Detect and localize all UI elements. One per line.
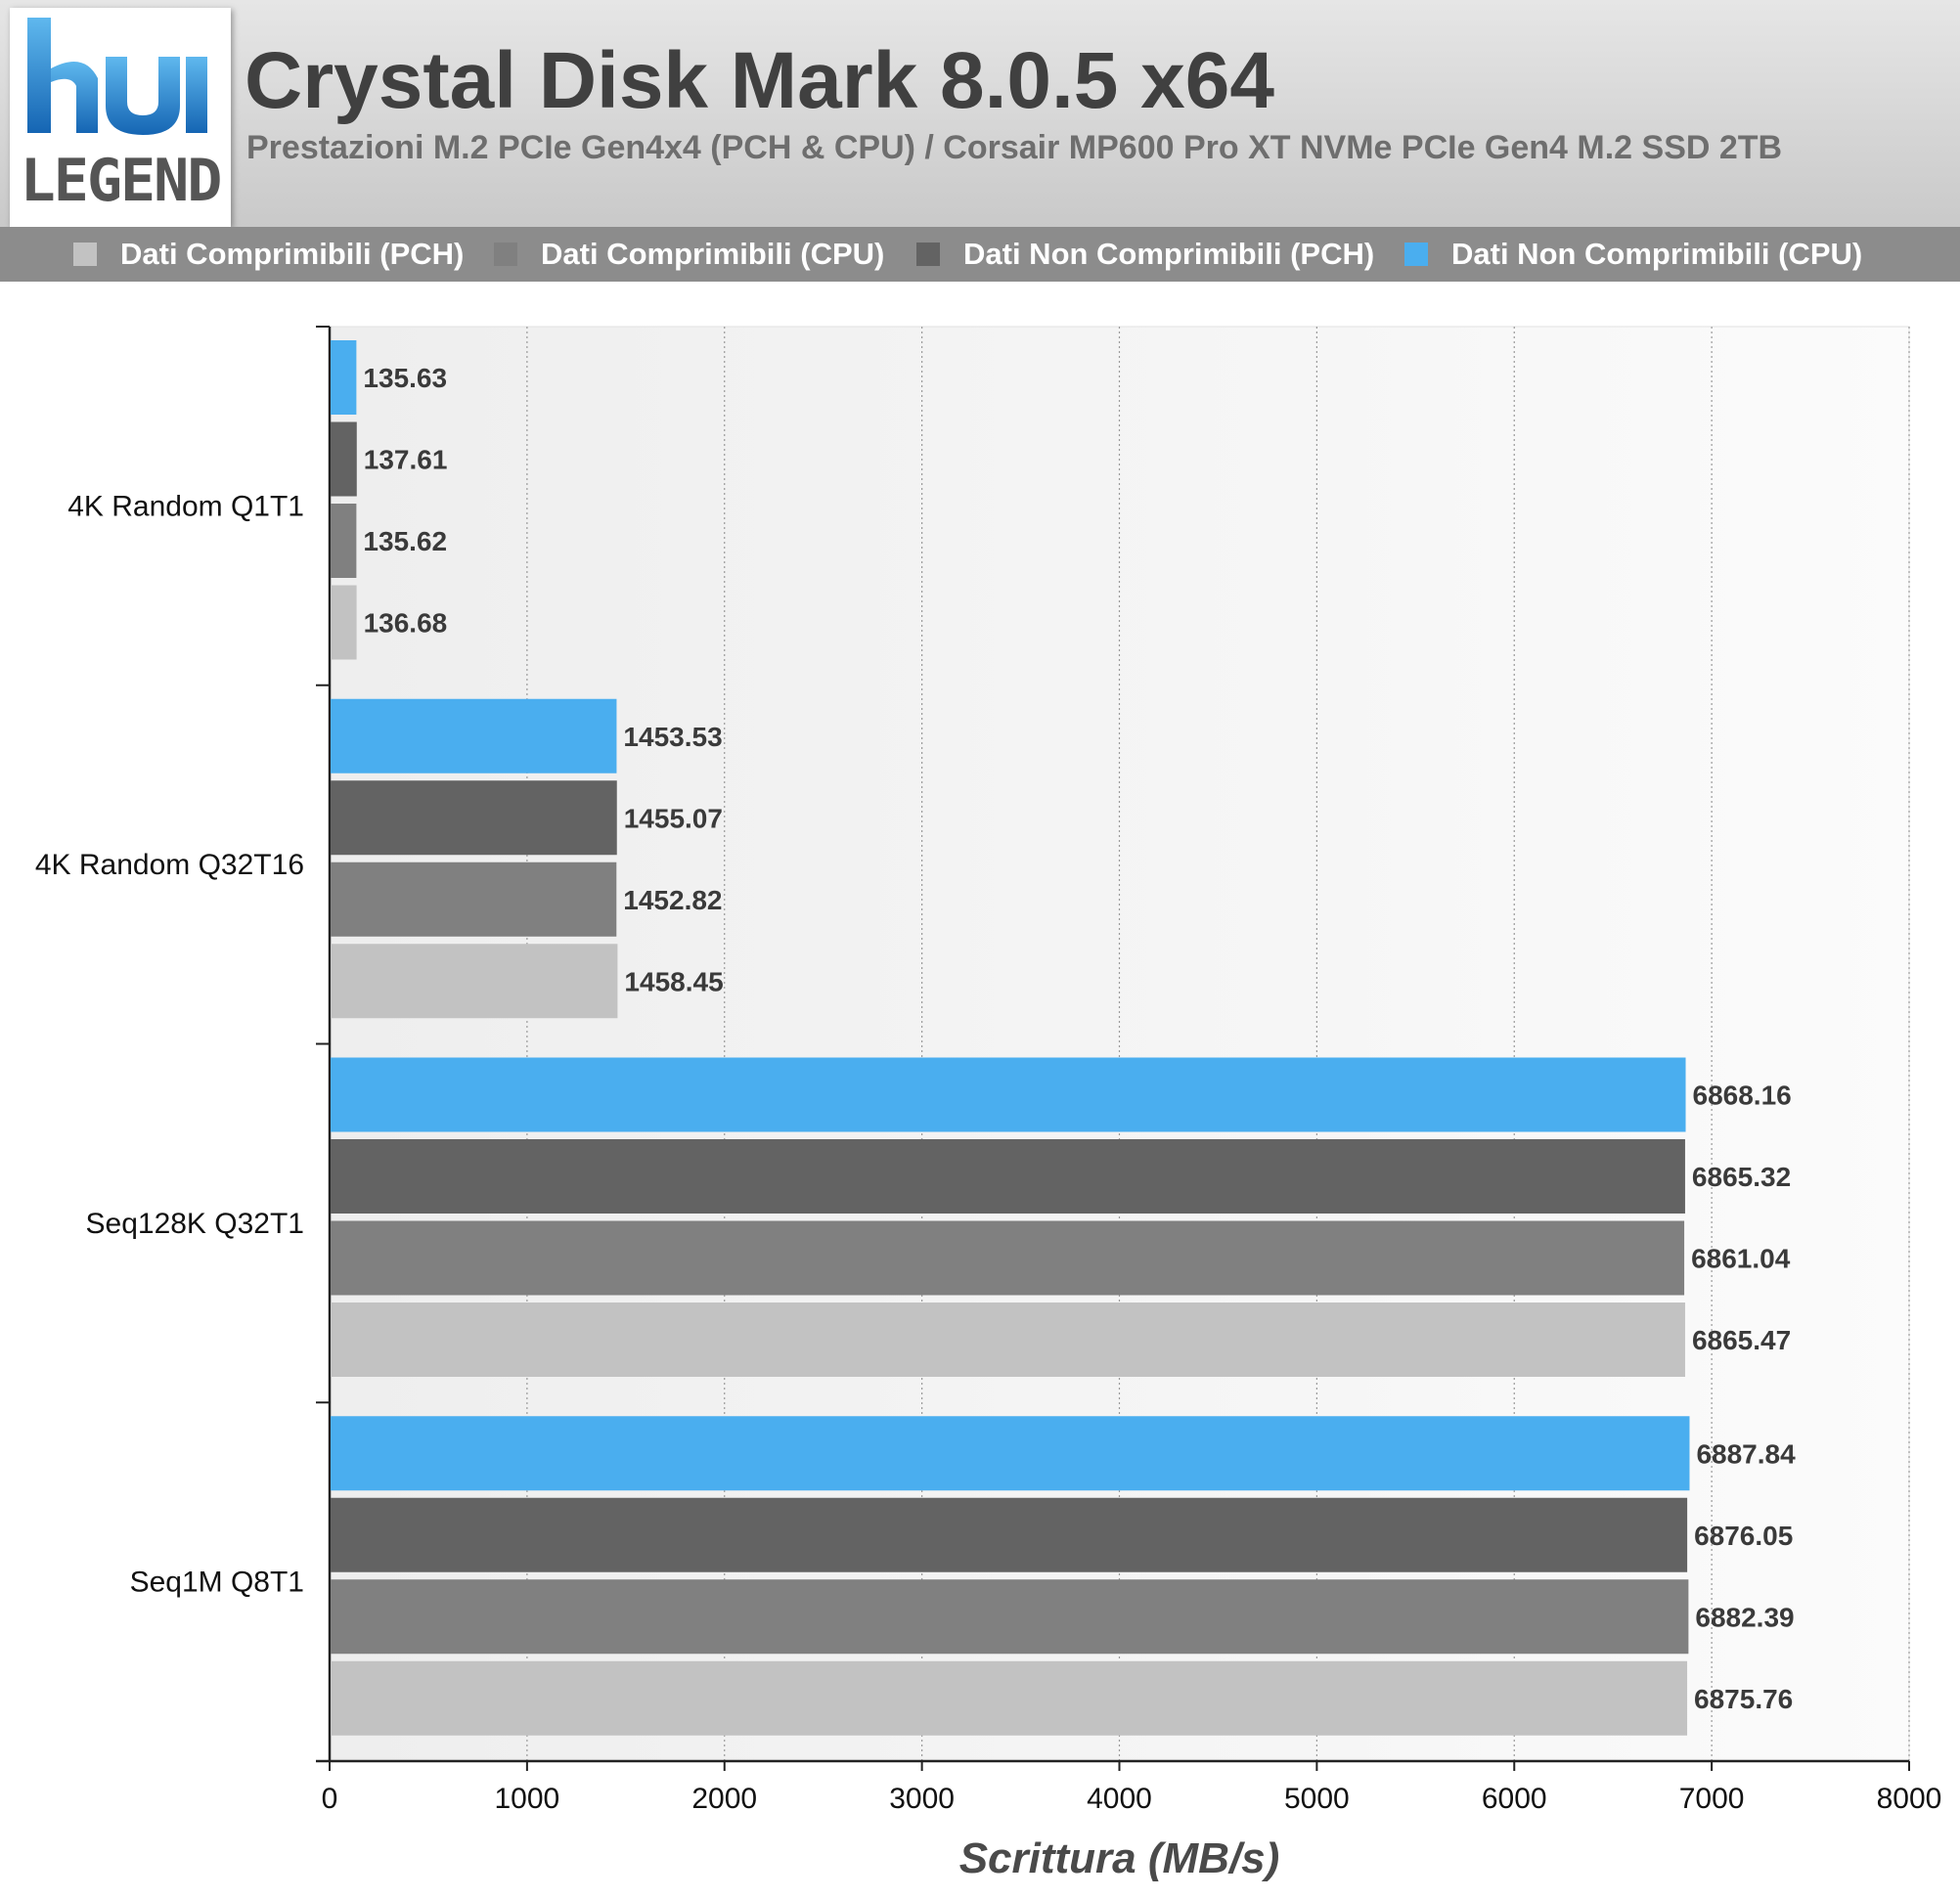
x-tick-label: 7000 [1679, 1783, 1745, 1815]
x-tick-label: 2000 [691, 1783, 757, 1815]
legend-label: Dati Non Comprimibili (CPU) [1451, 237, 1863, 271]
x-tick-label: 3000 [889, 1783, 955, 1815]
legend-swatch [494, 243, 517, 266]
legend-label: Dati Non Comprimibili (PCH) [963, 237, 1375, 271]
x-tick-label: 4000 [1087, 1783, 1152, 1815]
bar-value-label: 6865.47 [1692, 1325, 1791, 1355]
hwlegend-logo: LEGEND [10, 8, 231, 227]
x-tick-label: 0 [322, 1783, 338, 1815]
x-axis-title: Scrittura (MB/s) [959, 1834, 1280, 1882]
category-label: Seq128K Q32T1 [86, 1208, 305, 1240]
x-tick-label: 1000 [495, 1783, 560, 1815]
bar [331, 944, 618, 1019]
bar [331, 1416, 1690, 1491]
legend-item: Dati Comprimibili (CPU) [494, 227, 884, 282]
x-tick-label: 5000 [1284, 1783, 1350, 1815]
chart-legend: Dati Comprimibili (PCH) Dati Comprimibili… [0, 227, 1960, 282]
legend-item: Dati Comprimibili (PCH) [73, 227, 464, 282]
bar-value-label: 135.62 [363, 526, 447, 556]
bar [331, 861, 617, 937]
legend-label: Dati Comprimibili (PCH) [120, 237, 465, 271]
bar-value-label: 1453.53 [623, 722, 722, 752]
bar [331, 1497, 1688, 1572]
bar [331, 1220, 1685, 1296]
bar-value-label: 136.68 [364, 608, 448, 639]
bar [331, 421, 357, 497]
bar-value-label: 137.61 [364, 445, 448, 475]
legend-item: Dati Non Comprimibili (PCH) [916, 227, 1374, 282]
bar [331, 1660, 1688, 1736]
bar-value-label: 6868.16 [1693, 1081, 1792, 1111]
bar-value-label: 6861.04 [1691, 1244, 1791, 1274]
legend-swatch [1404, 243, 1428, 266]
legend-label: Dati Comprimibili (CPU) [541, 237, 885, 271]
bar [331, 698, 617, 773]
bar [331, 340, 357, 415]
legend-item: Dati Non Comprimibili (CPU) [1404, 227, 1862, 282]
chart-title: Crystal Disk Mark 8.0.5 x64 [245, 36, 1274, 125]
bar-value-label: 6876.05 [1694, 1521, 1793, 1551]
category-label: 4K Random Q32T16 [35, 849, 304, 881]
bar [331, 1579, 1689, 1655]
bar-value-label: 6882.39 [1695, 1602, 1794, 1632]
bar-value-label: 6865.32 [1692, 1162, 1791, 1192]
bar-value-label: 6887.84 [1696, 1438, 1796, 1469]
category-label: Seq1M Q8T1 [130, 1567, 304, 1599]
bar-value-label: 135.63 [363, 363, 447, 393]
logo-wordmark: LEGEND [20, 147, 223, 215]
legend-swatch [73, 243, 97, 266]
bar-value-label: 1455.07 [624, 803, 723, 833]
bar [331, 504, 357, 578]
category-label: 4K Random Q1T1 [67, 490, 304, 522]
bar [331, 780, 617, 856]
bar-value-label: 1452.82 [623, 885, 722, 915]
hwlegend-logo-icon [27, 18, 207, 135]
chart-header: LEGEND Crystal Disk Mark 8.0.5 x64 Prest… [0, 0, 1960, 227]
bar [331, 585, 357, 660]
bar [331, 1303, 1685, 1377]
legend-swatch [916, 243, 940, 266]
x-tick-label: 8000 [1877, 1783, 1942, 1815]
bar-value-label: 6875.76 [1694, 1684, 1793, 1714]
bar [331, 1139, 1685, 1214]
bar-value-label: 1458.45 [624, 966, 723, 996]
bar [331, 1057, 1686, 1132]
chart-subtitle: Prestazioni M.2 PCIe Gen4x4 (PCH & CPU) … [246, 129, 1783, 166]
x-tick-label: 6000 [1482, 1783, 1547, 1815]
